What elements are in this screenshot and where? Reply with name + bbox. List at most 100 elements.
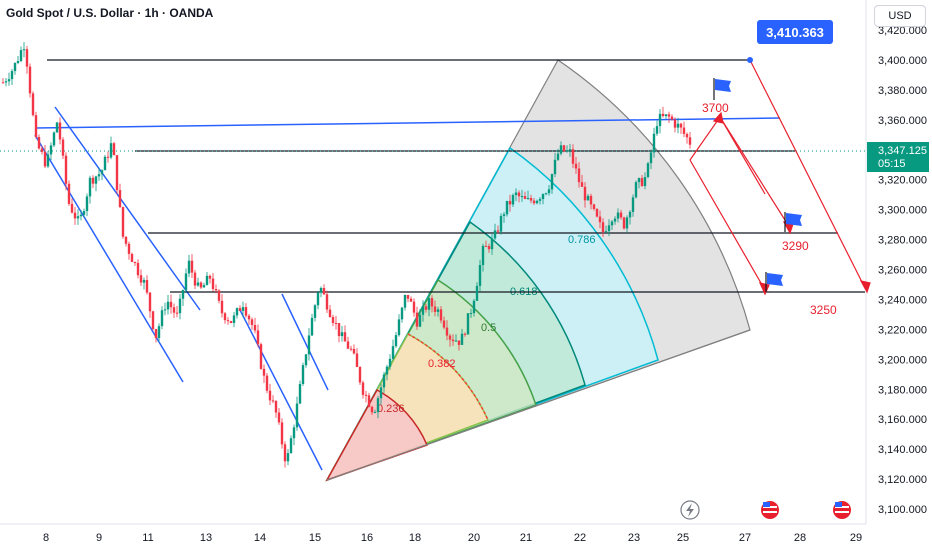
candle [10, 68, 14, 86]
price-tick-label: 3,400.000 [878, 55, 927, 67]
candle [379, 383, 383, 405]
candle [619, 209, 623, 220]
candle [547, 184, 551, 196]
flag-icon-2 [784, 212, 802, 232]
candle [244, 303, 248, 318]
time-tick-label: 27 [739, 532, 751, 544]
candle [550, 173, 554, 194]
projection-mid-path [719, 116, 766, 195]
candle [649, 149, 653, 170]
candle [478, 259, 482, 292]
candle [208, 274, 212, 284]
annotation-3290: 3290 [782, 239, 809, 253]
candle [4, 77, 8, 87]
candle [460, 328, 464, 345]
projection-paths[interactable] [689, 59, 871, 296]
target-price-badge[interactable]: 3,410.363 [747, 20, 833, 63]
candle [409, 296, 413, 302]
candle [280, 418, 284, 449]
candle [184, 268, 188, 293]
lightning-icon[interactable] [680, 500, 700, 520]
price-tick-label: 3,120.000 [878, 474, 927, 486]
target-price-label: 3,410.363 [766, 25, 824, 40]
price-tick-label: 3,380.000 [878, 85, 927, 97]
annotation-3250: 3250 [810, 303, 837, 317]
candle [265, 373, 269, 394]
time-axis-ticks: 8 9 11 13 14 15 16 18 20 21 22 23 25 27 28 29 [43, 532, 862, 544]
candle [22, 42, 26, 58]
candle [172, 303, 176, 318]
candle [61, 137, 65, 159]
fib-label-236: 0.236 [377, 403, 405, 415]
candle [484, 240, 488, 247]
candle [187, 254, 191, 278]
candle [52, 131, 56, 148]
horizontal-levels[interactable] [0, 59, 866, 293]
candle [7, 72, 11, 86]
candle [235, 307, 239, 319]
candle [223, 312, 227, 324]
candle [490, 233, 494, 255]
time-tick-label: 16 [361, 532, 373, 544]
price-tick-label: 3,220.000 [878, 324, 927, 336]
time-tick-label: 29 [850, 532, 862, 544]
candle [580, 174, 584, 187]
time-tick-label: 9 [96, 532, 102, 544]
candle [127, 241, 131, 260]
candle [121, 206, 125, 239]
candle [154, 328, 158, 343]
candle [475, 282, 479, 302]
fib-label-382: 0.382 [428, 358, 456, 370]
candle [70, 198, 74, 214]
candle [643, 172, 647, 190]
channel-2-upper [281, 293, 329, 391]
candle [214, 284, 218, 294]
price-axis[interactable] [866, 0, 932, 550]
candle [97, 167, 101, 181]
candle [463, 332, 467, 337]
candle [601, 218, 605, 238]
price-tick-label: 3,100.000 [878, 504, 927, 516]
time-tick-label: 11 [142, 532, 153, 544]
candle [508, 194, 512, 212]
candle [445, 320, 449, 341]
candlestick-series[interactable] [1, 42, 692, 468]
time-tick-label: 14 [254, 532, 266, 544]
candle [364, 390, 368, 403]
candle [685, 132, 689, 144]
candle [331, 314, 335, 327]
time-tick-label: 8 [43, 532, 49, 544]
chart-title: Gold Spot / U.S. Dollar · 1h · OANDA [6, 6, 214, 20]
candle [142, 277, 146, 290]
candle [310, 313, 314, 336]
candle [523, 191, 527, 200]
time-tick-label: 23 [628, 532, 640, 544]
candle [286, 449, 290, 466]
candle [439, 305, 443, 324]
candle [316, 290, 320, 310]
candle [211, 273, 215, 292]
time-tick-label: 20 [468, 532, 480, 544]
us-flag-icon-2[interactable] [833, 501, 851, 519]
currency-button[interactable]: USD [874, 5, 926, 27]
candle [247, 313, 251, 325]
candle [202, 282, 206, 288]
candle [301, 362, 305, 386]
candle [226, 317, 230, 325]
blue-channels[interactable] [34, 106, 781, 471]
candle [40, 145, 44, 155]
candle [58, 117, 62, 145]
time-tick-label: 21 [520, 532, 532, 544]
candle [382, 371, 386, 393]
candle [631, 194, 635, 217]
candle [469, 308, 473, 318]
candle [190, 254, 194, 279]
candle [442, 316, 446, 330]
candle [355, 348, 359, 368]
candle [205, 271, 209, 286]
candle [499, 213, 503, 235]
candle [625, 215, 629, 233]
fib-speed-fan[interactable]: 0.236 0.382 0.5 0.618 0.786 [325, 59, 751, 482]
us-flag-icon-1[interactable] [761, 501, 779, 519]
